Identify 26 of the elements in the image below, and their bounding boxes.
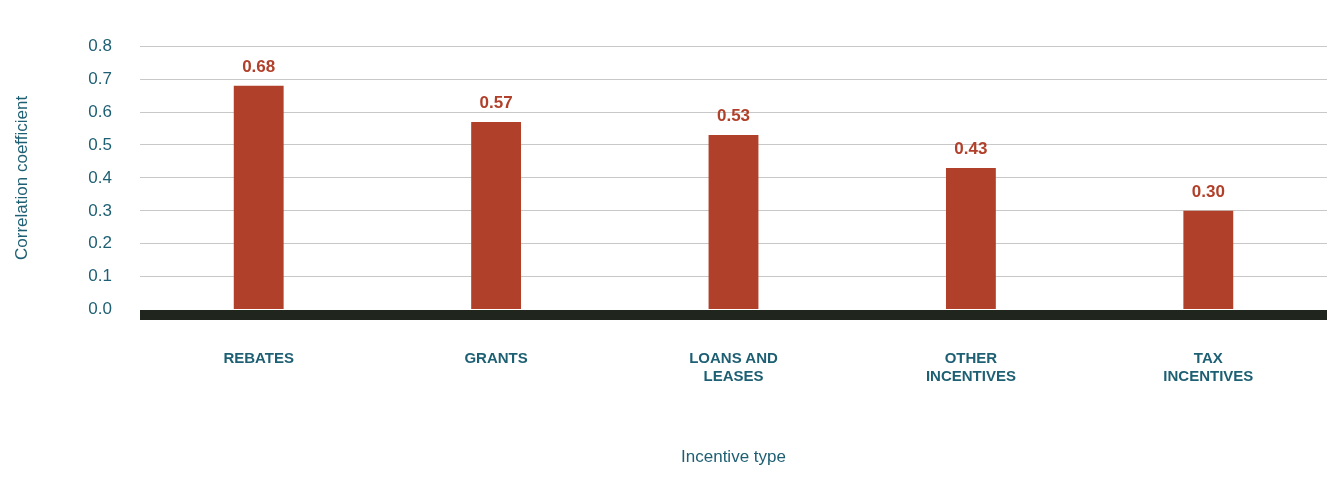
x-tick-label: REBATES [223,348,294,366]
y-tick-label: 0.3 [88,200,112,220]
x-tick-label: GRANTS [464,348,528,366]
data-label: 0.53 [716,106,751,126]
x-tick-label: LOANS AND LEASES [689,348,778,384]
data-label: 0.57 [479,93,513,113]
y-axis-title: Correlation coefficient [11,95,31,260]
y-tick-label: 0.2 [88,233,112,253]
bar [471,121,522,310]
bar [945,168,996,310]
x-tick-label: TAX INCENTIVES [1163,348,1254,384]
y-tick-label: 0.4 [88,167,112,187]
y-tick-label: 0.6 [88,101,112,121]
y-tick-label: 0.1 [88,266,112,286]
bar [1183,210,1234,310]
data-label: 0.68 [242,56,276,76]
bar [708,135,759,310]
data-label: 0.30 [1191,182,1225,202]
y-tick-label: 0.5 [88,134,112,154]
y-tick-label: 0.0 [88,299,112,319]
bar [233,85,284,310]
data-label: 0.43 [954,139,988,159]
y-tick-label: 0.7 [88,68,112,88]
y-tick-label: 0.8 [88,35,112,55]
x-tick-label: OTHER INCENTIVES [925,348,1016,384]
x-axis-title: Incentive type [681,447,786,467]
